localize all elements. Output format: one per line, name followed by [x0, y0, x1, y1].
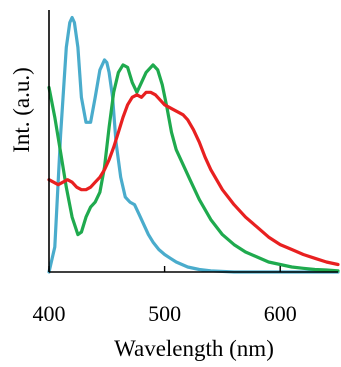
x-tick-label: 400: [33, 301, 66, 326]
x-ticks: 400 500 600: [33, 266, 297, 326]
series-line-1: [47, 15, 340, 274]
series-line-2: [47, 63, 340, 273]
y-axis-title: Int. (a.u.): [9, 67, 34, 153]
x-tick-label: 600: [264, 301, 297, 326]
x-tick-label: 500: [148, 301, 181, 326]
series-line-3: [47, 90, 340, 267]
x-axis-title: Wavelength (nm): [114, 336, 274, 361]
series-group: [47, 15, 340, 274]
axes: [48, 10, 338, 273]
